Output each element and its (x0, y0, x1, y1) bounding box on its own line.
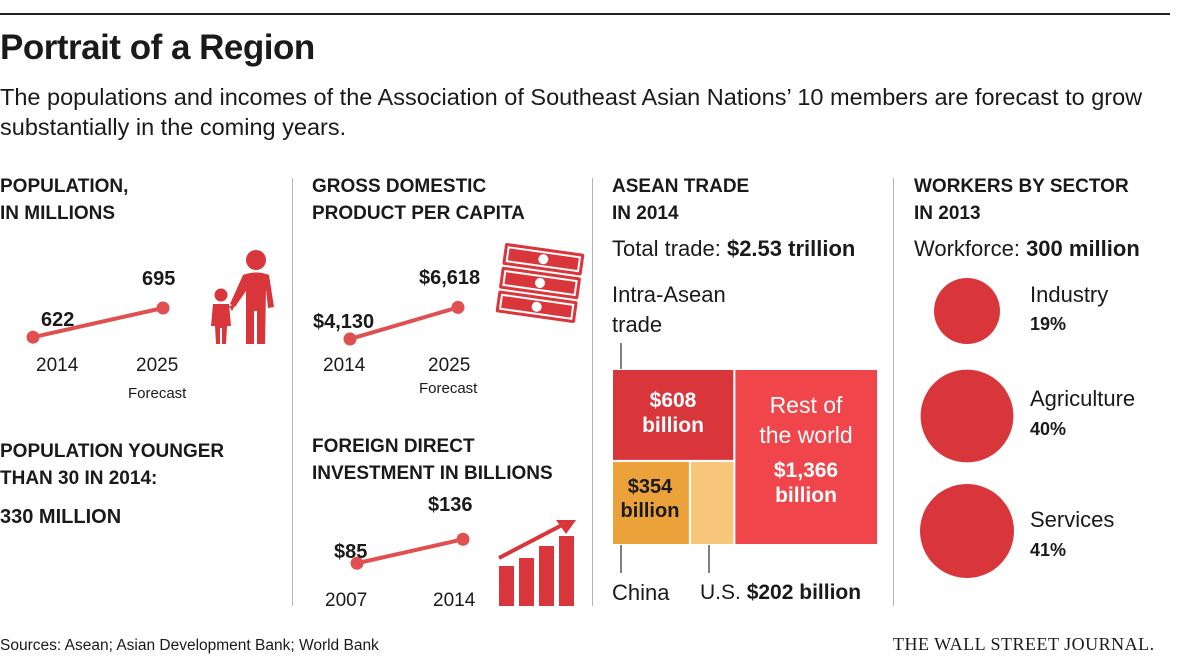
population-chart (26, 300, 470, 570)
china-value-line2: billion (620, 500, 680, 522)
rest-of-world-line2: the world (759, 422, 853, 448)
family-icon (211, 250, 274, 344)
rest-of-world-line1: Rest of (769, 392, 843, 418)
fdi-x-2014: 2014 (433, 590, 476, 611)
workforce-total-prefix: Workforce: (914, 236, 1027, 261)
fdi-2014-value: $136 (428, 494, 473, 516)
page-subtitle: The populations and incomes of the Assoc… (0, 84, 1143, 140)
wsj-credit: THE WALL STREET JOURNAL. (893, 634, 1155, 654)
rest-of-world-label: Rest of the world (736, 390, 876, 450)
population-2014-value: 622 (41, 309, 75, 331)
population-heading: POPULATION, IN MILLIONS (0, 173, 128, 227)
gdp-2025-value: $6,618 (419, 267, 481, 289)
gdp-x-2025: 2025 (428, 355, 471, 376)
trade-heading: ASEAN TRADE IN 2014 (612, 173, 749, 227)
fdi-x-2007: 2007 (325, 590, 368, 611)
china-label: China (612, 580, 670, 605)
fdi-trend-line (356, 537, 464, 566)
gdp-trend-line (349, 305, 459, 341)
population-point-end (156, 301, 170, 315)
column-divider (893, 178, 894, 606)
workers-heading-line2: IN 2013 (914, 203, 981, 224)
sector-industry-name: Industry (1030, 282, 1109, 307)
intra-asean-line1: Intra-Asean (612, 282, 726, 307)
us-label: U.S. $202 billion (700, 581, 861, 605)
gdp-heading-line2: PRODUCT PER CAPITA (312, 203, 525, 224)
column-divider (592, 178, 593, 606)
gdp-heading: GROSS DOMESTIC PRODUCT PER CAPITA (312, 173, 525, 227)
fdi-point-end (456, 532, 470, 546)
china-value-line1: $354 (627, 476, 673, 498)
china-value: $354 billion (612, 475, 688, 523)
fdi-heading-line2: INVESTMENT IN BILLIONS (312, 463, 553, 484)
gdp-heading-line1: GROSS DOMESTIC (312, 176, 487, 197)
us-label-prefix: U.S. (700, 581, 747, 604)
gdp-forecast-label: Forecast (419, 380, 478, 397)
population-forecast-label: Forecast (128, 385, 187, 402)
us-value: $202 billion (746, 581, 862, 604)
sector-services-pct: 41% (1030, 540, 1067, 560)
gdp-point-end (451, 300, 465, 314)
young-population-value: 330 MILLION (0, 506, 122, 528)
population-point-start (26, 330, 40, 344)
trade-total-prefix: Total trade: (612, 236, 727, 261)
treemap-us (688, 459, 736, 546)
gdp-point-start (343, 332, 357, 346)
sector-bubble-agriculture (920, 369, 1014, 463)
young-line1: POPULATION YOUNGER (0, 441, 225, 462)
workers-bubbles (920, 278, 1014, 578)
intra-asean-line2: trade (612, 312, 663, 337)
trade-total: Total trade: $2.53 trillion (612, 236, 855, 262)
sector-bubble-industry (934, 278, 1000, 344)
intra-asean-value: $608 billion (612, 388, 734, 438)
page-title: Portrait of a Region (0, 28, 315, 67)
trade-heading-line2: IN 2014 (612, 203, 679, 224)
rest-of-world-value-line2: billion (775, 484, 837, 507)
rest-of-world-value-line1: $1,366 (773, 459, 839, 482)
population-x-2014: 2014 (36, 355, 79, 376)
fdi-heading-line1: FOREIGN DIRECT (312, 436, 475, 457)
workers-heading: WORKERS BY SECTOR IN 2013 (914, 173, 1129, 227)
money-icon (495, 243, 585, 323)
sources-footer: Sources: Asean; Asian Development Bank; … (0, 637, 379, 654)
population-heading-line1: POPULATION, (0, 176, 129, 197)
population-heading-line2: IN MILLIONS (0, 203, 116, 224)
trade-total-value: $2.53 trillion (726, 236, 856, 261)
population-trend-line (32, 306, 164, 340)
young-population-heading: POPULATION YOUNGER THAN 30 IN 2014: (0, 438, 224, 492)
sector-agriculture-name: Agriculture (1030, 386, 1136, 411)
intra-asean-label: Intra-Asean trade (612, 280, 726, 340)
workforce-total-value: 300 million (1026, 236, 1140, 261)
young-line2: THAN 30 IN 2014: (0, 468, 158, 489)
gdp-2014-value: $4,130 (313, 311, 375, 333)
sector-industry-pct: 19% (1030, 314, 1067, 334)
column-divider (292, 178, 293, 606)
fdi-heading: FOREIGN DIRECT INVESTMENT IN BILLIONS (312, 433, 553, 487)
fdi-point-start (350, 556, 364, 570)
sector-services-name: Services (1030, 507, 1115, 532)
rest-of-world-value: $1,366 billion (736, 458, 876, 508)
rising-bar-chart-icon (498, 520, 576, 606)
sector-agriculture-pct: 40% (1030, 419, 1067, 439)
treemap-rest-of-world (733, 368, 880, 546)
population-x-2025: 2025 (136, 355, 179, 376)
top-rule (0, 13, 1170, 15)
sector-bubble-services (920, 484, 1014, 578)
workers-heading-line1: WORKERS BY SECTOR (914, 176, 1129, 197)
trade-treemap (611, 343, 880, 573)
population-2025-value: 695 (142, 268, 176, 290)
trade-heading-line1: ASEAN TRADE (612, 176, 750, 197)
intra-asean-value-line1: $608 (649, 389, 697, 412)
fdi-2007-value: $85 (334, 541, 368, 563)
workforce-total: Workforce: 300 million (914, 236, 1140, 262)
intra-asean-value-line2: billion (642, 414, 704, 437)
gdp-x-2014: 2014 (323, 355, 366, 376)
